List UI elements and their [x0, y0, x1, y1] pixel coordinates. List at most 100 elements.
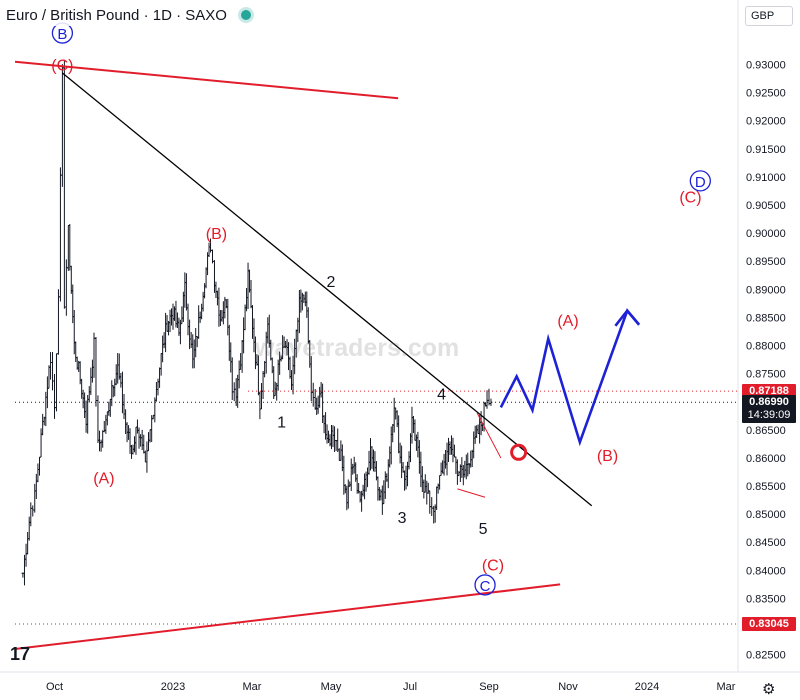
price-bar [207, 242, 211, 257]
price-bar [322, 415, 326, 434]
price-bar [242, 317, 246, 354]
price-bar [422, 479, 426, 499]
price-bar [412, 415, 415, 433]
price-bar [487, 388, 491, 406]
price-bar [319, 381, 323, 398]
price-bar [99, 439, 103, 452]
price-bar [456, 459, 459, 485]
wave-label: (C) [679, 190, 701, 207]
y-tick-label: 0.82500 [746, 650, 786, 662]
price-bar [68, 223, 72, 271]
y-tick-label: 0.91500 [746, 144, 786, 156]
price-bar [345, 485, 349, 511]
breakout-circle [510, 443, 528, 461]
wave-label: 5 [479, 521, 488, 538]
price-bar [261, 371, 265, 399]
price-bar [453, 444, 456, 458]
price-bar [389, 426, 393, 465]
projection-arrowhead [614, 308, 641, 327]
price-bar [469, 450, 473, 468]
price-bar [336, 428, 340, 453]
price-bar [96, 395, 100, 443]
price-bar [324, 412, 327, 440]
x-tick-label: May [321, 681, 342, 693]
price-bar [377, 487, 381, 501]
price-bar [260, 383, 263, 410]
price-bar [226, 298, 230, 336]
price-bar [369, 438, 372, 471]
price-bar [133, 436, 136, 453]
price-bar [435, 486, 439, 510]
price-bar [372, 449, 375, 472]
price-bar [213, 260, 216, 293]
price-bar [108, 398, 112, 417]
price-bar [348, 481, 352, 487]
price-bar [430, 497, 434, 517]
price-bar [189, 332, 193, 348]
price-bar [318, 386, 322, 408]
circled-wave-label: C [480, 578, 491, 595]
watermark: wavetraders.com [255, 334, 460, 362]
price-bar [183, 272, 187, 308]
price-bar [473, 425, 477, 444]
y-tick-label: 0.85000 [746, 509, 786, 521]
price-bar [161, 335, 165, 363]
wave-label: (A) [93, 471, 114, 488]
price-bar [176, 312, 179, 329]
symbol-title[interactable]: Euro / British Pound · 1D · SAXO [6, 6, 227, 24]
currency-select[interactable]: GBP [745, 6, 793, 26]
price-bar [116, 353, 120, 384]
price-bar [188, 319, 191, 350]
y-tick-label: 0.89000 [746, 284, 786, 296]
price-bar [62, 60, 66, 309]
price-bar [457, 471, 461, 477]
price-bar [404, 465, 408, 490]
price-bar [89, 367, 93, 396]
price-bar [337, 448, 341, 461]
price-bar [87, 386, 91, 403]
price-bars [21, 60, 493, 586]
price-bar [316, 395, 320, 414]
price-bar [33, 483, 37, 513]
price-bar [80, 378, 84, 399]
price-bar [214, 281, 218, 298]
price-bar [444, 450, 447, 469]
price-bar [136, 419, 139, 434]
price-bar [181, 291, 185, 323]
y-tick-label: 0.88500 [746, 312, 786, 324]
wave-label: (C) [51, 58, 73, 75]
price-bar [249, 279, 253, 309]
price-bar [140, 429, 144, 451]
chart-header: Euro / British Pound · 1D · SAXO [0, 4, 255, 26]
price-bar [239, 352, 243, 370]
price-bar [373, 451, 377, 472]
price-bar [158, 367, 161, 388]
price-bar [230, 357, 234, 400]
y-tick-label: 0.90000 [746, 228, 786, 240]
price-bar [107, 401, 111, 416]
price-bar [47, 365, 51, 389]
price-bar [66, 224, 70, 271]
price-bar [311, 382, 315, 407]
price-bar [343, 484, 347, 494]
price-bar [315, 397, 319, 415]
price-bar [155, 381, 158, 402]
price-bar [385, 473, 389, 482]
red-line-series [14, 60, 399, 100]
wave-label: 2 [327, 274, 336, 291]
price-bar [119, 373, 123, 388]
tradingview-logo-icon[interactable]: 17 [10, 644, 31, 664]
y-tick-label: 0.83500 [746, 593, 786, 605]
price-bar [351, 463, 355, 475]
price-bar [246, 262, 250, 310]
price-bar [121, 371, 124, 414]
price-bar [290, 370, 293, 391]
price-bar [105, 411, 109, 426]
red-thin-series [476, 412, 502, 459]
price-bar [145, 441, 149, 473]
price-bar [476, 424, 480, 434]
price-bar [168, 309, 172, 332]
price-bar [122, 393, 126, 420]
price-bar [27, 516, 31, 541]
gear-icon[interactable]: ⚙ [762, 681, 776, 698]
